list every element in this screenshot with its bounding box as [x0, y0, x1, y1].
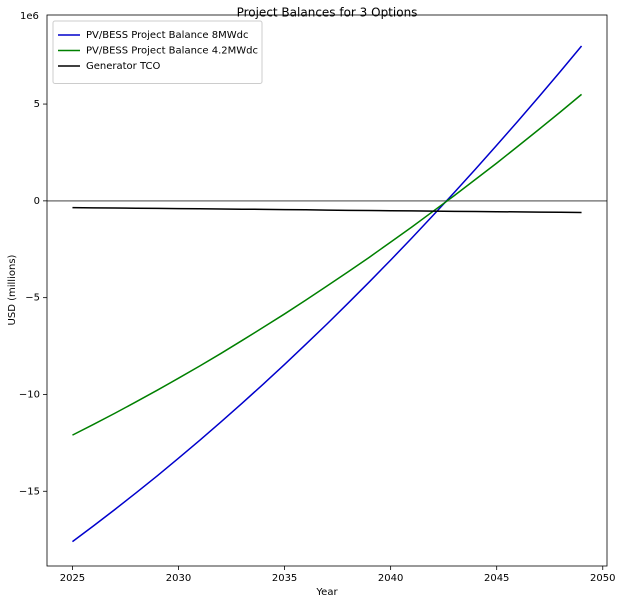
y-offset-label: 1e6 [20, 11, 39, 22]
y-tick-label: −5 [25, 293, 40, 304]
legend-box [52, 20, 263, 84]
y-tick-label: −15 [19, 486, 40, 497]
series-line [72, 45, 583, 543]
chart-title: Project Balances for 3 Options [237, 6, 418, 20]
plot-frame [46, 14, 608, 567]
series-line [72, 93, 583, 436]
x-tick-label: 2045 [484, 573, 509, 584]
x-axis-label: Year [315, 587, 338, 598]
legend-label: Generator TCO [86, 61, 160, 72]
legend-label: PV/BESS Project Balance 4.2MWdc [86, 46, 258, 57]
x-tick-label: 2025 [60, 573, 85, 584]
x-tick-label: 2050 [590, 573, 615, 584]
x-tick-label: 2040 [378, 573, 403, 584]
y-axis-label: USD (millions) [7, 254, 18, 325]
series-line [72, 206, 582, 214]
y-tick-label: 5 [34, 99, 40, 110]
legend: PV/BESS Project Balance 8MWdc PV/BESS Pro… [52, 20, 263, 84]
legend-label: PV/BESS Project Balance 8MWdc [86, 30, 248, 41]
y-tick-label: 0 [34, 196, 40, 207]
x-tick-label: 2030 [166, 573, 191, 584]
y-tick-label: −10 [19, 389, 40, 400]
x-tick-label: 2035 [272, 573, 297, 584]
